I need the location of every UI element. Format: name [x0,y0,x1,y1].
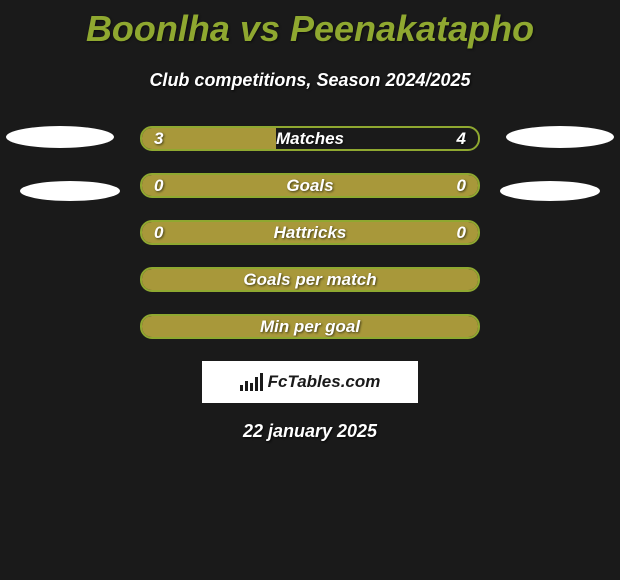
stat-label: Matches [276,129,344,149]
logo-text: FcTables.com [268,372,381,392]
season-subtitle: Club competitions, Season 2024/2025 [0,70,620,91]
stat-bar: Goals 0 0 [140,173,480,198]
stat-value-left: 0 [154,176,163,196]
decorative-ellipse-right-1 [506,126,614,148]
stat-label: Hattricks [274,223,347,243]
stat-row: Matches 3 4 [140,126,480,151]
site-logo: FcTables.com [202,361,418,403]
stats-container: Matches 3 4 Goals 0 0 Hattricks 0 0 Goals per mat… [0,126,620,339]
chart-icon [240,373,264,391]
stat-label: Goals [286,176,333,196]
decorative-ellipse-left-1 [6,126,114,148]
stat-bar: Matches 3 4 [140,126,480,151]
stat-value-right: 0 [457,176,466,196]
stat-row: Goals per match [140,267,480,292]
stat-value-right: 0 [457,223,466,243]
decorative-ellipse-left-2 [20,181,120,201]
stat-row: Min per goal [140,314,480,339]
stat-label: Goals per match [243,270,376,290]
stat-value-left: 3 [154,129,163,149]
decorative-ellipse-right-2 [500,181,600,201]
stat-value-left: 0 [154,223,163,243]
stat-bar: Goals per match [140,267,480,292]
stat-row: Hattricks 0 0 [140,220,480,245]
comparison-title: Boonlha vs Peenakatapho [0,0,620,50]
date-label: 22 january 2025 [0,421,620,442]
stat-bar: Min per goal [140,314,480,339]
stat-label: Min per goal [260,317,360,337]
stat-bar: Hattricks 0 0 [140,220,480,245]
stat-row: Goals 0 0 [140,173,480,198]
stat-value-right: 4 [457,129,466,149]
